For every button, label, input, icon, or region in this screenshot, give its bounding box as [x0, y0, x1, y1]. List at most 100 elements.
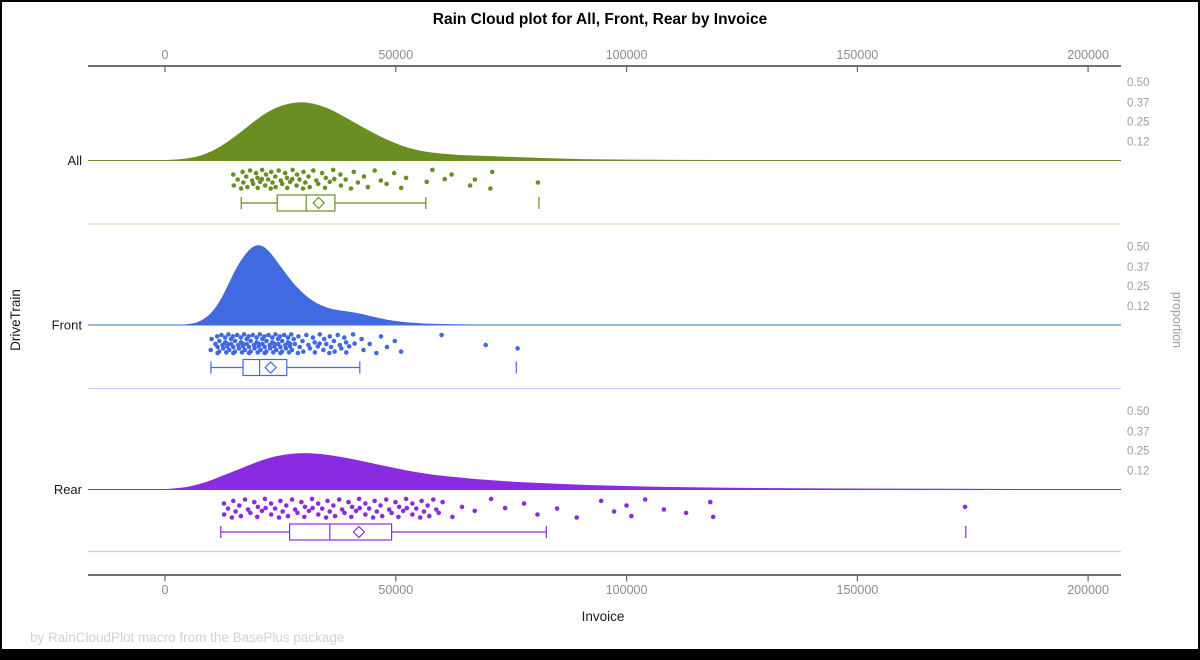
rain-point-all: [490, 169, 495, 175]
rain-point-front: [483, 342, 489, 348]
rain-point-rear: [710, 514, 716, 520]
category-label-all: All: [68, 153, 83, 168]
rain-point-all: [259, 167, 265, 173]
rain-point-rear: [272, 506, 278, 511]
rain-point-rear: [259, 508, 265, 514]
rain-point-all: [467, 183, 473, 188]
rain-point-all: [297, 177, 302, 182]
rain-point-rear: [404, 505, 410, 511]
rain-point-rear: [421, 509, 427, 514]
rain-point-front: [262, 344, 268, 350]
top-axis-tick-label: 50000: [378, 48, 413, 62]
rain-point-all: [351, 169, 357, 175]
rain-point-all: [276, 168, 282, 173]
rain-point-rear: [472, 508, 478, 514]
rain-point-all: [319, 170, 325, 176]
rain-point-rear: [349, 514, 354, 520]
rain-point-front: [241, 332, 247, 337]
rain-point-rear: [327, 509, 333, 514]
rain-point-all: [247, 168, 253, 173]
rain-point-front: [331, 338, 337, 344]
rain-point-front: [257, 332, 263, 337]
rain-point-all: [327, 179, 333, 185]
rain-point-front: [327, 350, 332, 356]
rain-point-all: [338, 172, 343, 177]
rain-point-all: [378, 178, 384, 183]
rain-point-front: [266, 332, 271, 338]
rain-point-front: [335, 332, 341, 338]
rain-point-front: [277, 334, 283, 339]
rain-point-front: [392, 338, 398, 344]
rain-point-rear: [403, 496, 409, 502]
rain-point-all: [284, 185, 290, 191]
rain-point-rear: [309, 496, 315, 502]
rain-point-rear: [221, 512, 227, 517]
rain-point-all: [235, 177, 240, 182]
rain-point-rear: [238, 513, 244, 519]
rain-point-rear: [431, 497, 436, 502]
rain-point-front: [258, 347, 263, 353]
rain-point-front: [226, 347, 232, 353]
rain-point-rear: [356, 496, 362, 502]
bottom-axis-tick-label: 150000: [837, 583, 879, 597]
rain-point-front: [234, 332, 240, 338]
rain-point-rear: [400, 508, 406, 514]
proportion-tick-label-front: 0.50: [1127, 242, 1149, 254]
rain-point-rear: [280, 509, 286, 514]
rain-point-front: [346, 344, 352, 349]
proportion-tick-label-rear: 0.37: [1127, 426, 1149, 438]
rain-point-front: [300, 338, 305, 344]
rain-point-front: [296, 334, 301, 339]
rain-point-all: [314, 178, 319, 183]
rain-point-rear: [346, 499, 351, 505]
rain-point-rear: [574, 515, 579, 520]
rain-point-front: [226, 332, 231, 337]
rain-point-front: [312, 340, 318, 345]
rain-point-all: [343, 177, 349, 182]
rain-point-all: [300, 186, 306, 191]
rain-point-rear: [233, 509, 238, 514]
rain-point-front: [515, 346, 520, 351]
rain-point-all: [259, 176, 265, 182]
rain-point-rear: [332, 513, 338, 519]
rain-point-all: [338, 183, 344, 188]
rain-point-rear: [642, 497, 648, 502]
rain-point-rear: [379, 513, 385, 519]
category-label-rear: Rear: [54, 482, 83, 497]
rain-point-rear: [252, 499, 257, 505]
rain-point-front: [232, 338, 238, 344]
rain-point-rear: [436, 510, 442, 516]
rain-point-front: [439, 332, 444, 338]
top-axis-tick-label: 200000: [1067, 48, 1109, 62]
rain-point-rear: [386, 507, 392, 512]
rain-point-all: [449, 172, 454, 177]
rain-point-all: [398, 185, 404, 191]
rain-point-rear: [254, 514, 260, 520]
rain-point-front: [278, 344, 283, 350]
rain-point-front: [343, 340, 349, 345]
rain-point-all: [231, 183, 237, 188]
rain-point-all: [306, 174, 311, 179]
rain-point-front: [312, 350, 318, 355]
rain-point-all: [265, 177, 271, 182]
rain-point-all: [238, 186, 244, 191]
rain-point-rear: [289, 497, 295, 502]
rain-point-rear: [263, 505, 268, 511]
rain-point-all: [290, 176, 295, 182]
rain-point-all: [322, 185, 328, 191]
rain-point-all: [311, 168, 316, 173]
rain-point-front: [217, 338, 222, 344]
rain-point-rear: [661, 507, 667, 512]
rain-point-front: [214, 334, 220, 339]
rain-point-front: [216, 349, 222, 354]
rain-point-all: [273, 174, 278, 179]
rain-point-front: [352, 341, 357, 346]
rain-point-front: [246, 344, 252, 350]
rain-point-all: [323, 175, 329, 181]
rain-point-front: [304, 332, 309, 338]
rain-point-front: [222, 335, 228, 340]
rain-point-all: [294, 183, 299, 188]
rain-point-front: [292, 341, 298, 347]
rain-point-all: [332, 176, 337, 182]
rain-point-front: [267, 346, 273, 351]
